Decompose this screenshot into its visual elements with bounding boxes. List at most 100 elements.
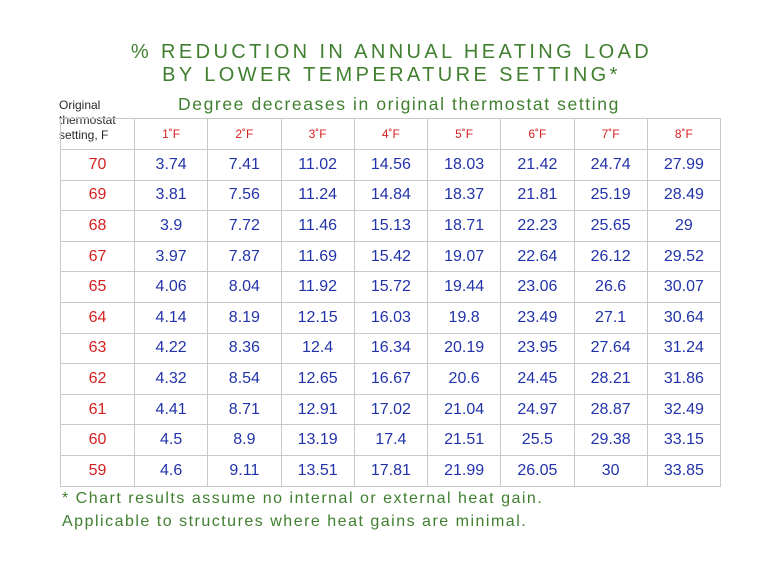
value-cell: 3.81 xyxy=(133,179,209,212)
value-cell: 15.72 xyxy=(353,271,429,303)
value-cell: 24.74 xyxy=(573,149,648,181)
footnote-line-2: Applicable to structures where heat gain… xyxy=(62,513,528,530)
value-cell: 19.07 xyxy=(426,240,502,273)
value-cell: 26.05 xyxy=(500,454,575,487)
setting-cell: 69 xyxy=(60,179,135,212)
table-row: 62 4.32 8.54 12.65 16.67 20.6 24.45 28.21 31.86 xyxy=(60,363,722,395)
title-line-2: BY LOWER TEMPERATURE SETTING* xyxy=(162,64,621,86)
value-cell: 21.42 xyxy=(500,149,575,181)
value-cell: 7.41 xyxy=(207,149,282,181)
value-cell: 3.9 xyxy=(133,210,209,242)
value-cell: 21.99 xyxy=(426,454,502,487)
column-header-row: 1˚F 2˚F 3˚F 4˚F 5˚F 6˚F 7˚F 8˚F xyxy=(60,118,722,150)
setting-cell: 68 xyxy=(60,210,135,242)
value-cell: 8.54 xyxy=(207,363,282,395)
value-cell: 32.49 xyxy=(646,393,722,426)
value-cell: 13.51 xyxy=(280,454,355,487)
value-cell: 33.15 xyxy=(646,424,722,456)
value-cell: 8.19 xyxy=(207,301,282,334)
value-cell: 26.6 xyxy=(573,271,648,303)
value-cell: 25.5 xyxy=(500,424,575,456)
value-cell: 27.1 xyxy=(573,301,648,334)
setting-cell: 64 xyxy=(60,301,135,334)
value-cell: 7.87 xyxy=(207,240,282,273)
value-cell: 4.06 xyxy=(133,271,209,303)
table-row: 69 3.81 7.56 11.24 14.84 18.37 21.81 25.19 28.49 xyxy=(60,179,722,212)
value-cell: 8.71 xyxy=(207,393,282,426)
value-cell: 18.03 xyxy=(426,149,502,181)
value-cell: 11.69 xyxy=(280,240,355,273)
setting-cell: 59 xyxy=(60,454,135,487)
value-cell: 12.65 xyxy=(280,363,355,395)
value-cell: 11.24 xyxy=(280,179,355,212)
value-cell: 25.19 xyxy=(573,179,648,212)
value-cell: 4.32 xyxy=(133,363,209,395)
table-row: 64 4.14 8.19 12.15 16.03 19.8 23.49 27.1 30.64 xyxy=(60,301,722,334)
value-cell: 25.65 xyxy=(573,210,648,242)
footnote-line-1: * Chart results assume no internal or ex… xyxy=(62,490,544,507)
value-cell: 15.13 xyxy=(353,210,429,242)
title-line-1: % REDUCTION IN ANNUAL HEATING LOAD xyxy=(130,41,653,63)
value-cell: 22.23 xyxy=(500,210,575,242)
value-cell: 11.46 xyxy=(280,210,355,242)
column-header: 4˚F xyxy=(353,118,429,150)
setting-cell: 70 xyxy=(60,149,135,181)
setting-cell: 60 xyxy=(60,424,135,456)
value-cell: 21.04 xyxy=(426,393,502,426)
value-cell: 18.37 xyxy=(426,179,502,212)
value-cell: 11.92 xyxy=(280,271,355,303)
value-cell: 14.56 xyxy=(353,149,429,181)
value-cell: 33.85 xyxy=(646,454,722,487)
setting-cell: 61 xyxy=(60,393,135,426)
value-cell: 12.15 xyxy=(280,301,355,334)
value-cell: 21.81 xyxy=(500,179,575,212)
value-cell: 4.6 xyxy=(133,454,209,487)
value-cell: 26.12 xyxy=(573,240,648,273)
value-cell: 8.36 xyxy=(207,332,282,365)
setting-cell: 62 xyxy=(60,363,135,395)
value-cell: 29 xyxy=(646,210,722,242)
value-cell: 17.81 xyxy=(353,454,429,487)
value-cell: 17.4 xyxy=(353,424,429,456)
setting-cell: 65 xyxy=(60,271,135,303)
heating-load-table: 1˚F 2˚F 3˚F 4˚F 5˚F 6˚F 7˚F 8˚F 70 3.74 7.… xyxy=(60,118,722,487)
table-row: 60 4.5 8.9 13.19 17.4 21.51 25.5 29.38 33.15 xyxy=(60,424,722,456)
value-cell: 8.9 xyxy=(207,424,282,456)
value-cell: 22.64 xyxy=(500,240,575,273)
value-cell: 23.49 xyxy=(500,301,575,334)
value-cell: 19.44 xyxy=(426,271,502,303)
value-cell: 16.67 xyxy=(353,363,429,395)
value-cell: 3.97 xyxy=(133,240,209,273)
value-cell: 31.24 xyxy=(646,332,722,365)
value-cell: 18.71 xyxy=(426,210,502,242)
value-cell: 29.52 xyxy=(646,240,722,273)
value-cell: 15.42 xyxy=(353,240,429,273)
value-cell: 27.99 xyxy=(646,149,722,181)
value-cell: 21.51 xyxy=(426,424,502,456)
row-header-line-1: Original xyxy=(59,98,101,112)
value-cell: 3.74 xyxy=(133,149,209,181)
value-cell: 7.72 xyxy=(207,210,282,242)
value-cell: 4.22 xyxy=(133,332,209,365)
column-header-corner xyxy=(60,118,135,150)
value-cell: 30.64 xyxy=(646,301,722,334)
value-cell: 23.95 xyxy=(500,332,575,365)
value-cell: 20.6 xyxy=(426,363,502,395)
column-header: 8˚F xyxy=(646,118,722,150)
value-cell: 14.84 xyxy=(353,179,429,212)
value-cell: 30.07 xyxy=(646,271,722,303)
value-cell: 28.21 xyxy=(573,363,648,395)
value-cell: 30 xyxy=(573,454,648,487)
column-header: 7˚F xyxy=(573,118,648,150)
column-header: 3˚F xyxy=(280,118,355,150)
value-cell: 8.04 xyxy=(207,271,282,303)
value-cell: 28.49 xyxy=(646,179,722,212)
value-cell: 17.02 xyxy=(353,393,429,426)
value-cell: 24.97 xyxy=(500,393,575,426)
value-cell: 4.41 xyxy=(133,393,209,426)
value-cell: 16.34 xyxy=(353,332,429,365)
value-cell: 28.87 xyxy=(573,393,648,426)
table-row: 65 4.06 8.04 11.92 15.72 19.44 23.06 26.6 30.07 xyxy=(60,271,722,303)
value-cell: 19.8 xyxy=(426,301,502,334)
value-cell: 23.06 xyxy=(500,271,575,303)
